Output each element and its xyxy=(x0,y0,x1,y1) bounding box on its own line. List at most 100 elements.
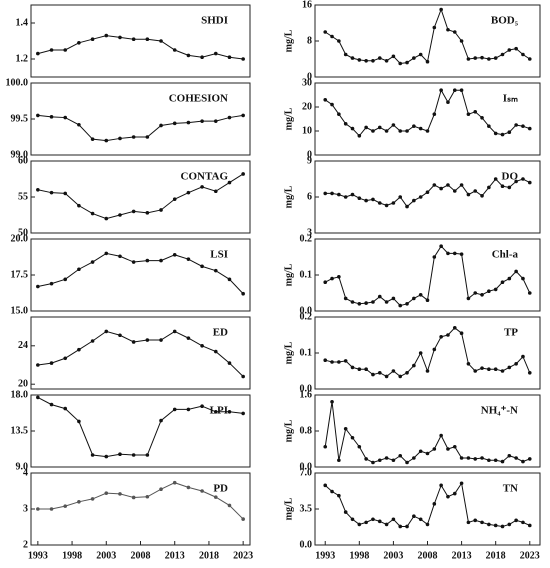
data-point xyxy=(452,326,457,330)
y-tick-label: 0.0 xyxy=(300,305,313,316)
data-point xyxy=(200,55,204,59)
data-point xyxy=(357,134,362,138)
data-point xyxy=(186,407,191,412)
data-point xyxy=(507,185,512,190)
data-point xyxy=(446,183,450,187)
y-tick-label: 1.6 xyxy=(300,389,313,400)
data-point xyxy=(480,456,484,460)
data-point xyxy=(418,52,423,57)
data-point xyxy=(493,523,498,528)
data-point xyxy=(377,125,382,130)
y-tick-label: 60 xyxy=(18,155,28,166)
panel-title: NH₄⁺-N xyxy=(481,405,518,417)
data-point xyxy=(77,419,81,424)
data-point xyxy=(241,411,245,416)
y-tick-label: 0.2 xyxy=(300,311,313,322)
panel-title: PD xyxy=(213,483,228,495)
data-line xyxy=(37,173,244,220)
data-point xyxy=(521,177,525,181)
data-point xyxy=(527,291,532,295)
data-point xyxy=(364,198,368,203)
panel-title: LPI xyxy=(210,405,228,417)
data-point xyxy=(104,33,109,38)
data-point xyxy=(131,135,136,139)
panel-title: LSI xyxy=(210,249,228,261)
data-point xyxy=(432,502,437,506)
y-tick-label: 13.5 xyxy=(11,425,29,436)
data-point xyxy=(391,296,396,301)
data-point xyxy=(343,359,348,363)
data-point xyxy=(172,480,177,485)
data-point xyxy=(398,61,403,66)
data-point xyxy=(459,481,464,486)
data-point xyxy=(227,115,232,120)
data-point xyxy=(118,452,122,457)
data-point xyxy=(186,485,191,490)
y-axis-label: mg/L xyxy=(283,341,294,364)
data-line xyxy=(324,88,530,137)
data-point xyxy=(186,336,191,340)
data-point xyxy=(131,340,136,344)
data-point xyxy=(343,195,348,199)
y-tick-label: 20 xyxy=(302,101,312,112)
data-point xyxy=(412,198,416,203)
data-point xyxy=(159,208,163,212)
data-point xyxy=(131,209,136,214)
y-tick-label: 9 xyxy=(307,155,312,166)
data-point xyxy=(63,115,68,120)
data-point xyxy=(493,56,498,60)
y-tick-label: 18.0 xyxy=(11,389,29,400)
data-point xyxy=(241,113,245,118)
y-axis-label: mg/L xyxy=(283,185,294,208)
data-point xyxy=(337,192,341,197)
data-point xyxy=(418,517,423,522)
data-point xyxy=(63,406,68,411)
data-point xyxy=(391,458,396,463)
data-point xyxy=(521,354,525,359)
data-point xyxy=(186,53,191,58)
data-point xyxy=(337,39,341,43)
data-point xyxy=(49,48,54,52)
y-tick-label: 6 xyxy=(307,191,312,202)
data-point xyxy=(364,520,368,525)
data-point xyxy=(323,98,328,102)
data-point xyxy=(364,125,368,130)
data-point xyxy=(36,363,40,367)
data-point xyxy=(446,494,450,499)
data-point xyxy=(432,447,437,451)
data-point xyxy=(172,253,177,257)
y-tick-label: 0.0 xyxy=(300,461,313,472)
data-point xyxy=(131,37,136,41)
data-point xyxy=(63,48,68,52)
y-tick-label: 17.5 xyxy=(11,269,29,280)
data-point xyxy=(337,112,341,116)
data-point xyxy=(466,112,471,116)
data-point xyxy=(507,522,512,527)
data-point xyxy=(364,367,368,372)
data-point xyxy=(418,351,423,355)
data-point xyxy=(439,7,443,12)
data-point xyxy=(527,523,532,528)
panel-frame xyxy=(30,316,251,390)
data-point xyxy=(493,367,498,372)
data-point xyxy=(500,369,505,373)
data-point xyxy=(514,269,518,274)
panel-title: DO xyxy=(502,171,519,183)
data-point xyxy=(507,453,512,458)
data-point xyxy=(412,363,416,368)
data-point xyxy=(49,402,54,407)
data-point xyxy=(186,257,191,261)
data-point xyxy=(200,185,204,189)
data-point xyxy=(159,123,163,128)
data-point xyxy=(77,267,81,272)
y-tick-label: 4 xyxy=(23,467,28,478)
data-point xyxy=(466,296,471,301)
data-point xyxy=(323,191,328,196)
data-point xyxy=(487,289,491,294)
data-point xyxy=(90,211,95,216)
data-point xyxy=(452,491,457,496)
data-point xyxy=(398,453,403,458)
y-tick-label: 0.1 xyxy=(300,269,313,280)
data-point xyxy=(118,136,122,141)
